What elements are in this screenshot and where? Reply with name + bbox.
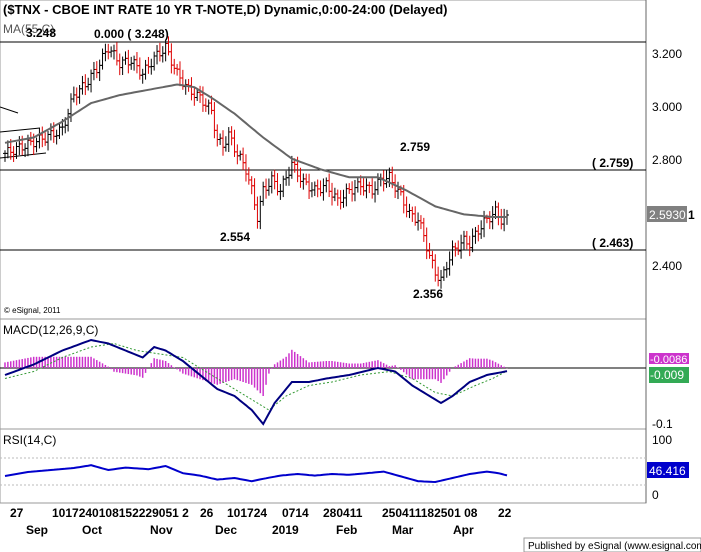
ma55-line [4, 83, 507, 218]
macd-signal-line [4, 342, 508, 411]
macd-signal-tag [649, 353, 689, 364]
price-tick-2800: 2.800 [652, 153, 682, 167]
price-panel [0, 0, 647, 320]
annotation-2356: 2.356 [413, 287, 443, 301]
chart-title: ($TNX - CBOE INT RATE 10 YR T-NOTE,D) Dy… [3, 2, 448, 17]
rsi-label: RSI(14,C) [3, 433, 56, 447]
date-day-1: 1017240108152229051 2 [52, 506, 189, 520]
date-month-sep: Sep [26, 523, 48, 537]
trendline-left-mid [0, 127, 41, 133]
last-price-suffix: 1 [688, 208, 695, 222]
macd-histogram [4, 349, 508, 396]
price-tick-3200: 3.200 [652, 47, 682, 61]
macd-panel [0, 318, 647, 430]
date-day-0: 27 [10, 506, 24, 520]
date-day-3: 101724 [227, 506, 267, 520]
annotation-level-2759: ( 2.759) [592, 156, 633, 170]
rsi-panel [0, 428, 647, 504]
macd-value-tag [649, 367, 689, 383]
price-bars [3, 36, 509, 289]
date-day-2: 26 [200, 506, 214, 520]
rsi-value-tag [647, 462, 689, 478]
last-price-tag [647, 206, 687, 222]
footer-box [523, 537, 701, 552]
date-month-oct: Oct [82, 523, 102, 537]
ma-value: 3.248 [26, 26, 56, 40]
macd-label: MACD(12,26,9,C) [3, 323, 98, 337]
date-day-6: 250411182501 08 [382, 506, 478, 520]
rsi-value: 46.416 [649, 464, 686, 478]
macd-tick: -0.1 [652, 417, 673, 431]
date-month-feb: Feb [336, 523, 357, 537]
macd-value: -0.009 [650, 368, 684, 382]
watermark: © eSignal, 2011 [4, 306, 61, 315]
price-tick-2400: 2.400 [652, 259, 682, 273]
rsi-line [4, 464, 508, 484]
footer-text: Published by eSignal (www.esignal.com) [528, 541, 701, 552]
rsi-tick-0: 0 [652, 488, 659, 502]
macd-signal-value: -0.0086 [650, 354, 687, 366]
date-month-apr: Apr [453, 523, 474, 537]
annotation-2554: 2.554 [220, 230, 250, 244]
annotation-top: 0.000 ( 3.248) [94, 27, 169, 41]
ma-label: MA(55,C) [3, 22, 54, 36]
date-month-nov: Nov [150, 523, 173, 537]
date-day-7: 22 [498, 506, 512, 520]
date-day-4: 0714 [282, 506, 309, 520]
date-day-5: 280411 [323, 506, 363, 520]
date-axis: 27 1017240108152229051 2 26 101724 0714 … [10, 506, 512, 537]
last-price: 2.5930 [649, 208, 686, 222]
trendline-left-top [0, 106, 19, 114]
macd-line [4, 338, 508, 426]
annotation-2759: 2.759 [400, 140, 430, 154]
date-month-mar: Mar [392, 523, 414, 537]
date-month-dec: Dec [215, 523, 237, 537]
price-tick-3000: 3.000 [652, 100, 682, 114]
date-year-2019: 2019 [272, 523, 299, 537]
annotation-level-2463: ( 2.463) [592, 236, 633, 250]
rsi-tick-100: 100 [652, 433, 672, 447]
